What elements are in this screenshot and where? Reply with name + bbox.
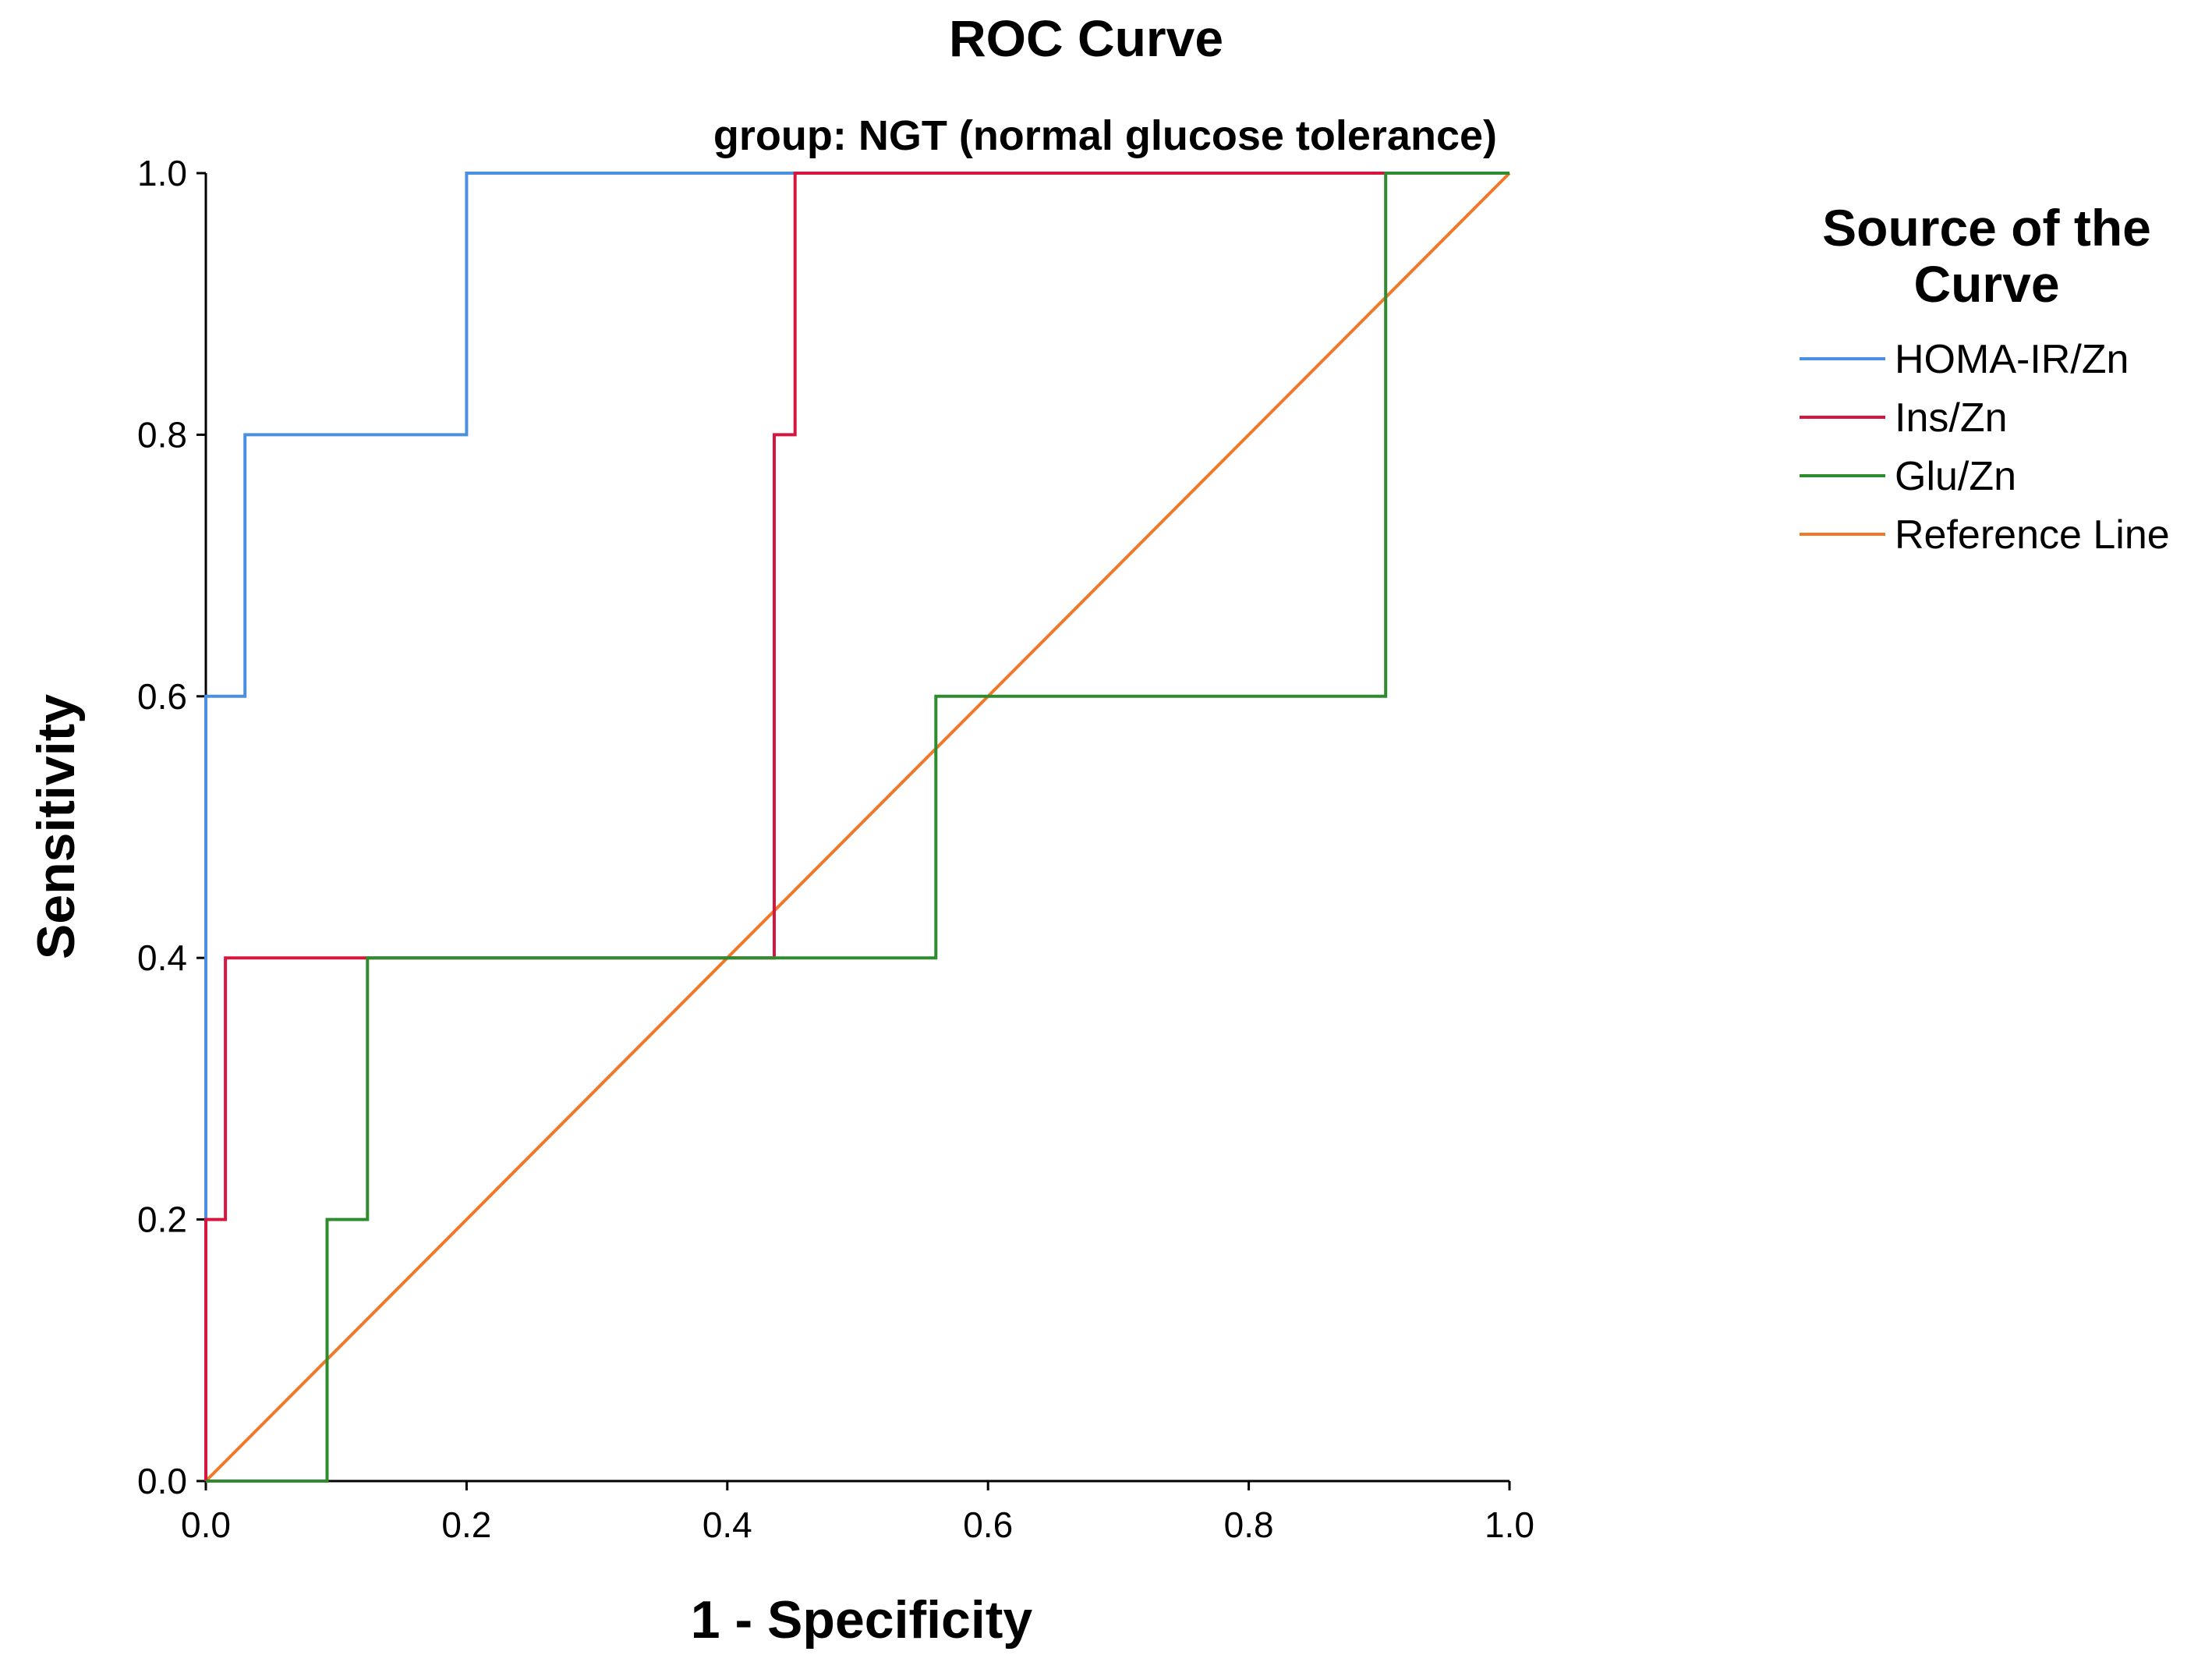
series-line-reference-line [204,172,1511,1483]
legend-label-ins-zn: Ins/Zn [1895,395,2008,441]
legend-label-reference-line: Reference Line [1895,512,2170,558]
legend-items: HOMA-IR/Zn Ins/Zn Glu/Zn Reference Line [1800,337,2170,558]
x-tick-label: 0.8 [1224,1504,1274,1545]
chart-subtitle: group: NGT (normal glucose tolerance) [713,112,1497,159]
y-tick-label: 0.2 [137,1200,187,1240]
plot-area: 0.0 0.2 0.4 0.6 0.8 1.0 0.0 0.2 0.4 0.6 0.8 1.0 [137,153,1534,1545]
y-tick-label: 0.8 [137,414,187,455]
y-ticks: 0.0 0.2 0.4 0.6 0.8 1.0 [137,153,206,1501]
x-axis-label: 1 - Specificity [691,1590,1033,1650]
y-tick-label: 0.6 [137,676,187,717]
legend-title-line-2: Curve [1913,255,2059,313]
x-tick-label: 0.2 [441,1504,491,1545]
chart-title: ROC Curve [949,9,1223,67]
y-tick-label: 0.4 [137,937,187,978]
x-tick-label: 0.4 [703,1504,752,1545]
y-tick-label: 1.0 [137,153,187,193]
series-layer [204,172,1511,1483]
x-ticks: 0.0 0.2 0.4 0.6 0.8 1.0 [181,1481,1534,1545]
legend-label-homa-ir-zn: HOMA-IR/Zn [1895,337,2129,382]
y-tick-label: 0.0 [137,1461,187,1501]
y-axis-label: Sensitivity [27,694,86,959]
series-line-homa-ir-zn [204,172,1509,1481]
series-line-glu-zn [206,172,1509,1483]
x-tick-label: 0.0 [181,1504,231,1545]
legend-title-line-1: Source of the [1822,199,2151,257]
x-tick-label: 1.0 [1485,1504,1534,1545]
x-tick-label: 0.6 [963,1504,1013,1545]
legend-label-glu-zn: Glu/Zn [1895,454,2016,499]
legend: Source of the Curve HOMA-IR/Zn Ins/Zn Glu/… [1800,199,2170,558]
